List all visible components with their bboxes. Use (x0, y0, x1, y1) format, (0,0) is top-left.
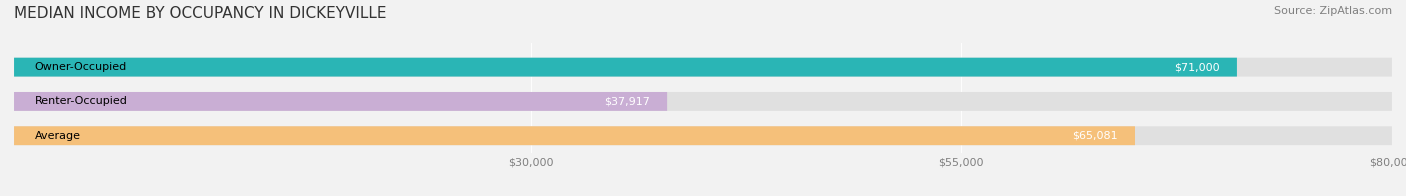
Text: $65,081: $65,081 (1073, 131, 1118, 141)
Text: Owner-Occupied: Owner-Occupied (35, 62, 127, 72)
FancyBboxPatch shape (14, 92, 666, 111)
FancyBboxPatch shape (14, 92, 1392, 111)
FancyBboxPatch shape (14, 58, 1392, 77)
Text: $71,000: $71,000 (1174, 62, 1220, 72)
FancyBboxPatch shape (14, 58, 1237, 77)
Text: Renter-Occupied: Renter-Occupied (35, 96, 128, 106)
Text: MEDIAN INCOME BY OCCUPANCY IN DICKEYVILLE: MEDIAN INCOME BY OCCUPANCY IN DICKEYVILL… (14, 6, 387, 21)
Text: $37,917: $37,917 (605, 96, 650, 106)
FancyBboxPatch shape (14, 126, 1135, 145)
Text: Average: Average (35, 131, 80, 141)
Text: Source: ZipAtlas.com: Source: ZipAtlas.com (1274, 6, 1392, 16)
FancyBboxPatch shape (14, 126, 1392, 145)
